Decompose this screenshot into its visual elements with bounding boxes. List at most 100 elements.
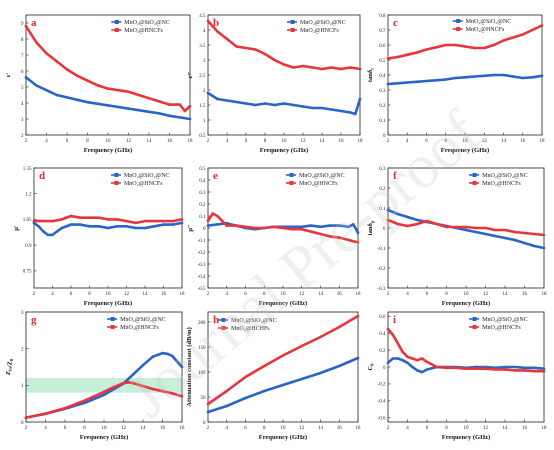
data-point — [455, 225, 458, 229]
x-tick-label: 8 — [445, 292, 448, 297]
data-point — [125, 225, 128, 228]
x-tick-label: 12 — [299, 426, 305, 431]
x-tick-label: 12 — [483, 292, 489, 297]
data-point — [42, 230, 45, 233]
data-point — [96, 84, 100, 87]
data-point — [386, 82, 390, 86]
legend-label: MnO₂@HNCFs — [124, 181, 163, 187]
data-point — [484, 226, 487, 230]
data-point — [63, 406, 67, 410]
x-tick-label: 8 — [445, 426, 448, 431]
x-tick-label: 8 — [445, 139, 448, 144]
data-point — [125, 219, 128, 223]
data-point — [319, 335, 322, 339]
data-point — [320, 67, 324, 71]
data-point — [253, 226, 257, 230]
x-tick-label: 16 — [337, 292, 343, 297]
x-tick-label: 18 — [542, 292, 548, 297]
data-point — [358, 97, 362, 101]
data-point — [319, 232, 322, 236]
x-tick-label: 4 — [226, 292, 229, 297]
data-point — [141, 384, 145, 388]
data-point — [180, 218, 184, 221]
data-point — [406, 215, 409, 219]
data-point — [263, 364, 266, 368]
data-point — [24, 416, 28, 419]
data-point — [492, 43, 496, 47]
data-point — [391, 357, 395, 360]
y-tick-label: 4 — [21, 102, 24, 107]
data-point — [511, 36, 515, 39]
y-tick-label: 2 — [203, 89, 206, 94]
data-point — [533, 366, 536, 370]
data-point — [435, 365, 439, 369]
legend-swatch-marker — [472, 173, 477, 177]
x-tick-label: 8 — [264, 139, 267, 144]
x-tick-label: 6 — [426, 426, 429, 431]
y-tick-label: 8 — [21, 38, 24, 43]
data-point — [117, 88, 120, 92]
data-point — [76, 98, 79, 102]
data-point — [521, 76, 525, 80]
panel-letter: e — [213, 170, 218, 182]
data-point — [69, 214, 73, 218]
data-point — [158, 100, 161, 103]
data-point — [168, 103, 171, 106]
x-tick-label: 2 — [207, 139, 210, 144]
legend-swatch-marker — [221, 326, 226, 330]
legend-label: MnO₂@SiO₂@NC — [299, 173, 345, 179]
x-tick-label: 10 — [106, 292, 112, 297]
panel-c: 2 4 6 8 10 12 14 16 18 0 0.1 0.2 0.3 0.4 0.5 0.6 0.7 0.8 F… — [367, 14, 545, 154]
data-point — [503, 365, 507, 369]
data-point — [97, 225, 101, 228]
data-point — [180, 365, 184, 369]
data-point — [244, 375, 247, 379]
data-point — [464, 367, 468, 371]
data-point — [102, 393, 106, 397]
plot-frame — [387, 14, 543, 136]
data-point — [444, 78, 448, 81]
data-point — [106, 104, 110, 107]
legend-swatch-marker — [221, 318, 226, 322]
legend-label: MnO₂@SiO₂@NC — [466, 19, 512, 25]
x-axis-title: Frequency (GHz) — [80, 434, 128, 441]
data-point — [127, 381, 130, 384]
data-point — [281, 226, 285, 230]
y-tick-label: 0.4 — [379, 74, 386, 79]
y-tick-label: -0.4 — [198, 275, 206, 280]
x-tick-label: 18 — [188, 139, 194, 144]
x-axis-title: Frequency (GHz) — [84, 300, 132, 307]
data-point — [180, 221, 184, 225]
data-point — [406, 81, 409, 84]
y-tick-label: 0.5 — [199, 134, 206, 139]
x-axis-title: Frequency (GHz) — [259, 300, 307, 307]
data-point — [445, 225, 448, 229]
data-point — [319, 371, 322, 375]
data-point — [153, 225, 156, 228]
data-point — [420, 357, 424, 360]
data-point — [396, 55, 399, 59]
y-tick-label: -0.2 — [378, 383, 386, 388]
data-point — [349, 111, 352, 114]
data-point — [492, 73, 496, 77]
y-tick-label: 100 — [198, 371, 206, 376]
data-point — [483, 46, 486, 50]
data-point — [356, 231, 360, 235]
data-point — [540, 24, 544, 27]
data-point — [531, 28, 534, 32]
panel-letter: g — [31, 314, 37, 326]
data-point — [117, 105, 120, 109]
panel-letter: i — [393, 314, 396, 326]
data-point — [301, 64, 305, 68]
x-tick-label: 12 — [126, 139, 132, 144]
x-tick-label: 14 — [318, 292, 324, 297]
data-point — [216, 223, 219, 226]
data-point — [406, 361, 409, 365]
panel-h: 2 4 6 8 10 12 14 16 18 0 50 100 150 200 Frequency (GHz… — [186, 311, 361, 441]
data-point — [523, 366, 526, 370]
legend-label: MnO₂@SiO₂@NC — [300, 20, 346, 26]
data-point — [102, 390, 106, 394]
data-point — [474, 230, 478, 234]
legend-label: MnO₂@SiO₂@NC — [124, 20, 170, 26]
y-tick-label: 2 — [21, 347, 24, 352]
